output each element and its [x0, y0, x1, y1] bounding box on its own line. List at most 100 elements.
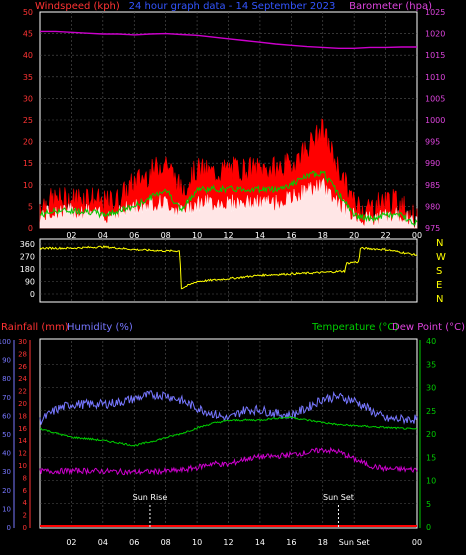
wind-time-tick-label: 06 [129, 231, 139, 240]
rainfall-tick-label: 8 [23, 474, 27, 482]
rainfall-legend: Rainfall (mm) [1, 322, 69, 333]
wind-time-tick-label: 22 [380, 231, 390, 240]
direction-gridlines [40, 239, 417, 302]
barometer-tick-label: 980 [425, 202, 440, 211]
rainfall-tick-label: 30 [18, 338, 27, 346]
compass-label: S [436, 266, 442, 277]
barometer-tick-label: 1025 [425, 8, 445, 17]
humidity-tick-label: 40 [2, 450, 11, 458]
humidity-tick-label: 90 [2, 357, 11, 365]
temperature-tick-label: 15 [426, 453, 436, 462]
wind-time-tick-label: 16 [286, 231, 296, 240]
temperature-ticks: 0 5 10 15 20 25 30 35 40 [426, 337, 436, 532]
rainfall-tick-label: 20 [18, 400, 27, 408]
wind-time-tick-label: 10 [192, 231, 202, 240]
rainfall-tick-label: 16 [18, 425, 27, 433]
humidity-tick-label: 10 [2, 505, 11, 513]
temperature-tick-label: 25 [426, 407, 436, 416]
humidity-tick-label: 60 [2, 412, 11, 420]
chart-title: 24 hour graph data - 14 September 2023 [129, 1, 336, 12]
rainfall-tick-label: 26 [18, 363, 27, 371]
windspeed-tick-label: 50 [23, 8, 33, 17]
wind-time-tick-label: 00 [412, 231, 422, 240]
barometer-series [40, 30, 417, 49]
direction-series [39, 244, 418, 290]
rainfall-tick-label: 0 [23, 524, 27, 532]
rainfall-tick-label: 22 [18, 388, 27, 396]
rainfall-tick-label: 6 [23, 487, 28, 495]
wind-time-tick-label: 18 [318, 231, 328, 240]
wind-time-tick-label: 02 [66, 231, 76, 240]
windspeed-tick-label: 25 [23, 116, 33, 125]
barometer-axis-title: Barometer (hpa) [349, 1, 432, 12]
humidity-tick-label: 70 [2, 394, 11, 402]
weather-time-tick-label: 12 [223, 538, 233, 547]
barometer-tick-label: 990 [425, 159, 440, 168]
barometer-tick-label: 1005 [425, 94, 445, 103]
compass-label: E [436, 280, 442, 291]
humidity-tick-label: 50 [2, 431, 11, 439]
sun-annotations: Sun Rise Sun Set [133, 493, 354, 527]
temperature-tick-label: 40 [426, 337, 436, 346]
weather-time-ticks: 02 04 06 08 10 12 14 16 18 Sun Set 00 [66, 538, 422, 547]
humidity-legend: Humidity (%) [67, 322, 133, 333]
temperature-tick-label: 20 [426, 430, 436, 439]
compass-label: W [436, 252, 446, 263]
direction-tick-label: 0 [30, 290, 35, 299]
rainfall-tick-label: 4 [23, 499, 28, 507]
barometer-tick-label: 1010 [425, 73, 445, 82]
rainfall-tick-label: 12 [18, 450, 27, 458]
average-wind-series [39, 169, 418, 226]
barometer-tick-label: 1015 [425, 51, 445, 60]
windspeed-axis-title: Windspeed (kph) [35, 1, 120, 12]
windspeed-tick-label: 40 [23, 51, 33, 60]
weather-time-tick-label: 08 [161, 538, 171, 547]
windspeed-ticks: 0 5 10 15 20 25 30 35 40 45 50 [23, 8, 33, 233]
weather-time-tick-label: 00 [412, 538, 422, 547]
dewpoint-series [39, 446, 418, 476]
humidity-tick-label: 20 [2, 487, 11, 495]
humidity-series [39, 390, 418, 425]
weather-panel: 0102030405060708090100 02468101214161820… [0, 337, 436, 547]
windspeed-tick-label: 10 [23, 181, 33, 190]
weather-time-tick-label: 14 [255, 538, 265, 547]
windspeed-tick-label: 5 [28, 202, 33, 211]
humidity-tick-label: 0 [7, 524, 11, 532]
barometer-tick-label: 975 [425, 224, 440, 233]
barometer-tick-label: 995 [425, 138, 440, 147]
weather-gridlines [40, 341, 417, 527]
wind-direction-series [39, 244, 418, 290]
rainfall-tick-label: 18 [18, 412, 27, 420]
rainfall-tick-label: 14 [18, 437, 27, 445]
temperature-tick-label: 10 [426, 477, 436, 486]
sunrise-label: Sun Rise [133, 493, 168, 502]
wind-time-tick-label: 04 [98, 231, 108, 240]
weather-panel-frame [39, 338, 418, 529]
humidity-tick-label: 80 [2, 375, 11, 383]
barometer-tick-label: 985 [425, 181, 440, 190]
temperature-tick-label: 35 [426, 360, 436, 369]
compass-label: N [436, 294, 443, 305]
weather-time-tick-label: 02 [66, 538, 76, 547]
direction-tick-label: 270 [20, 253, 35, 262]
wind-time-ticks: 02 04 06 08 10 12 14 16 18 20 22 00 [66, 231, 422, 240]
weather-time-tick-label: 10 [192, 538, 202, 547]
wind-time-tick-label: 14 [255, 231, 265, 240]
windspeed-tick-label: 30 [23, 94, 33, 103]
dewpoint-legend: Dew Point (°C) [392, 322, 465, 333]
wind-time-tick-label: 12 [223, 231, 233, 240]
barometer-tick-label: 1020 [425, 30, 445, 39]
weather-series [39, 390, 418, 527]
rainfall-tick-label: 2 [23, 512, 27, 520]
wind-series [39, 30, 418, 229]
weather-time-tick-label: 18 [318, 538, 328, 547]
direction-tick-label: 90 [25, 278, 35, 287]
rainfall-tick-label: 10 [18, 462, 27, 470]
windspeed-tick-label: 35 [23, 73, 33, 82]
temperature-tick-label: 0 [426, 523, 431, 532]
rainfall-tick-label: 28 [18, 350, 27, 358]
